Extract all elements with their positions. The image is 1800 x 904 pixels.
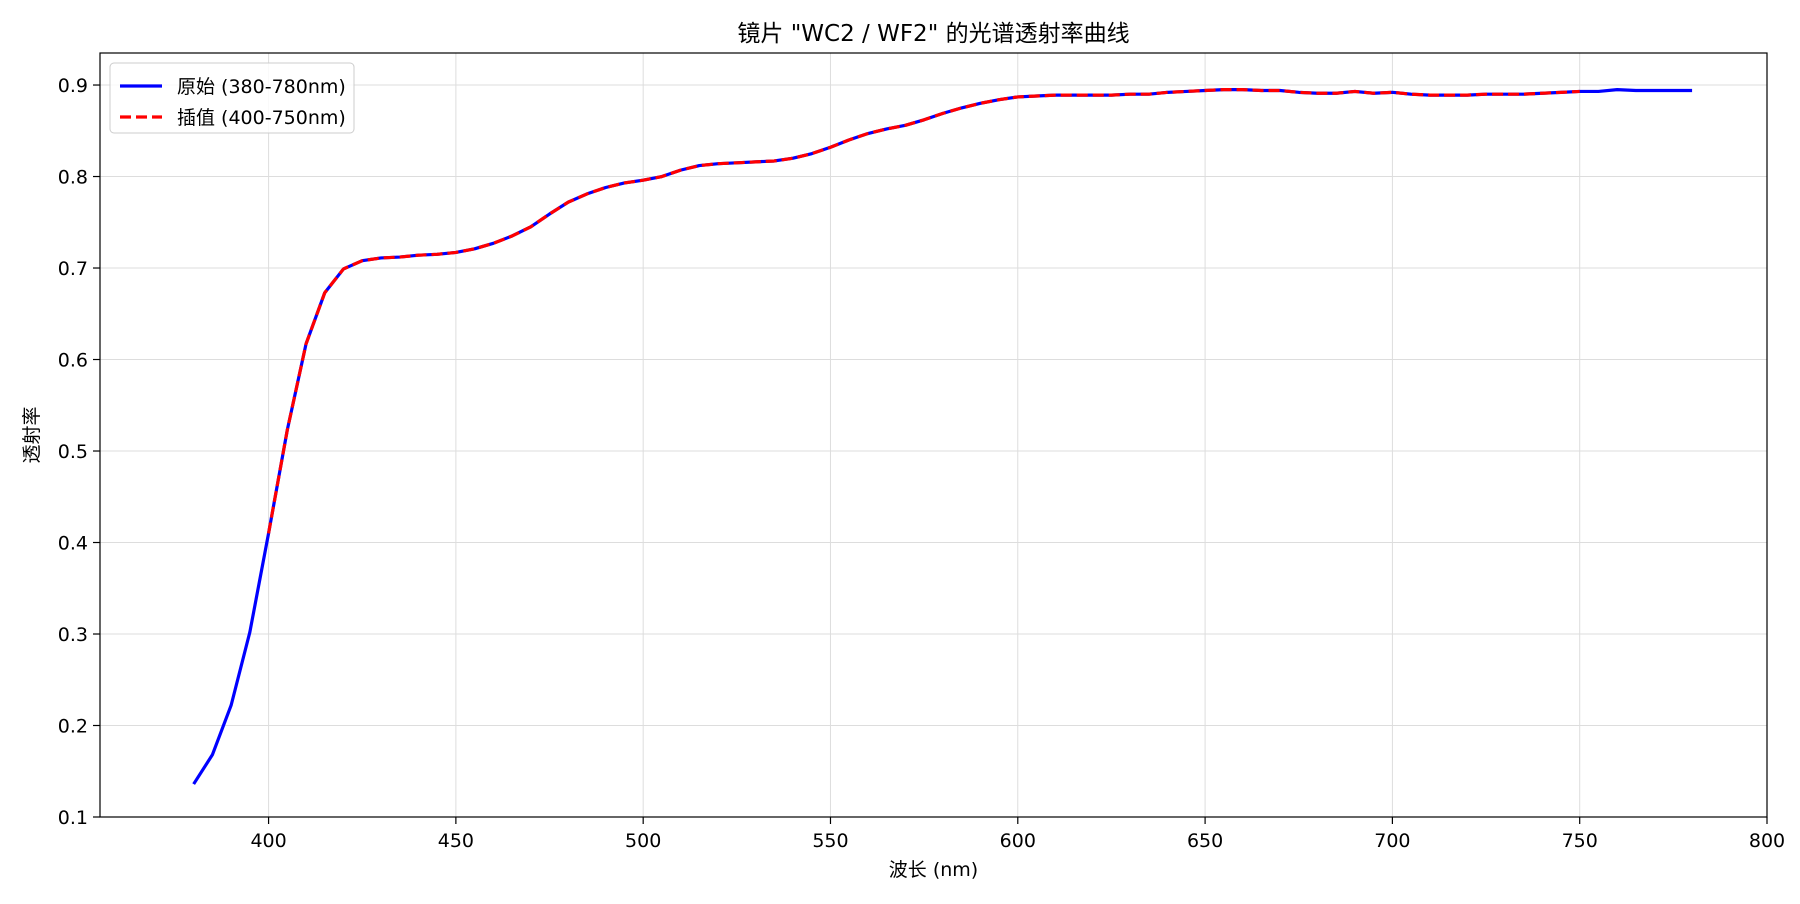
x-tick-label: 550	[812, 830, 848, 852]
x-tick-label: 700	[1374, 830, 1410, 852]
x-tick-label: 800	[1749, 830, 1785, 852]
legend-label-1: 原始 (380-780nm)	[177, 76, 346, 98]
y-tick-label: 0.5	[58, 441, 88, 463]
legend-box	[109, 62, 355, 134]
x-tick-label: 600	[1000, 830, 1036, 852]
y-axis-label: 透射率	[21, 406, 43, 463]
grid	[100, 53, 1768, 818]
x-tick-label: 450	[438, 830, 474, 852]
legend-label-2: 插值 (400-750nm)	[177, 107, 346, 129]
chart-title: 镜片 "WC2 / WF2" 的光谱透射率曲线	[737, 21, 1129, 47]
y-axis: 0.1 0.2 0.3 0.4 0.5 0.6 0.7 0.8 0.9	[58, 75, 100, 829]
plot-frame	[99, 52, 1768, 818]
legend: 原始 (380-780nm) 插值 (400-750nm)	[109, 62, 355, 134]
x-tick-label: 650	[1187, 830, 1223, 852]
x-tick-label: 400	[250, 830, 286, 852]
x-axis: 400 450 500 550 600 650 700 750 800	[250, 817, 1785, 852]
y-tick-label: 0.9	[58, 75, 88, 97]
y-tick-label: 0.6	[58, 350, 88, 372]
y-tick-label: 0.4	[58, 533, 88, 555]
y-tick-label: 0.2	[58, 716, 88, 738]
y-tick-label: 0.8	[58, 167, 88, 189]
y-tick-label: 0.3	[58, 624, 88, 646]
y-tick-label: 0.1	[58, 807, 88, 829]
series-line-2	[266, 87, 1580, 534]
x-axis-label: 波长 (nm)	[889, 859, 978, 881]
series-layer	[192, 87, 1693, 785]
x-tick-label: 500	[625, 830, 661, 852]
x-tick-label: 750	[1562, 830, 1598, 852]
y-tick-label: 0.7	[58, 258, 88, 280]
